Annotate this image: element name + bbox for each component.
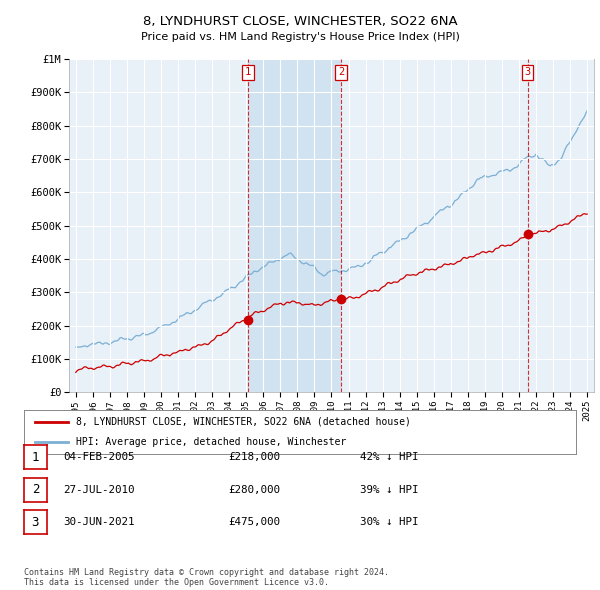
- Text: Contains HM Land Registry data © Crown copyright and database right 2024.
This d: Contains HM Land Registry data © Crown c…: [24, 568, 389, 587]
- Text: 39% ↓ HPI: 39% ↓ HPI: [360, 485, 419, 494]
- Text: 8, LYNDHURST CLOSE, WINCHESTER, SO22 6NA: 8, LYNDHURST CLOSE, WINCHESTER, SO22 6NA: [143, 15, 457, 28]
- Text: 3: 3: [524, 67, 530, 77]
- Text: £280,000: £280,000: [228, 485, 280, 494]
- Text: 2: 2: [338, 67, 344, 77]
- Text: £475,000: £475,000: [228, 517, 280, 527]
- Text: 1: 1: [245, 67, 251, 77]
- Text: HPI: Average price, detached house, Winchester: HPI: Average price, detached house, Winc…: [76, 437, 347, 447]
- Text: Price paid vs. HM Land Registry's House Price Index (HPI): Price paid vs. HM Land Registry's House …: [140, 32, 460, 42]
- Text: 1: 1: [32, 451, 39, 464]
- Text: 04-FEB-2005: 04-FEB-2005: [63, 453, 134, 462]
- Text: 8, LYNDHURST CLOSE, WINCHESTER, SO22 6NA (detached house): 8, LYNDHURST CLOSE, WINCHESTER, SO22 6NA…: [76, 417, 412, 427]
- Text: 2: 2: [32, 483, 39, 496]
- Text: 30-JUN-2021: 30-JUN-2021: [63, 517, 134, 527]
- Text: 30% ↓ HPI: 30% ↓ HPI: [360, 517, 419, 527]
- Text: 42% ↓ HPI: 42% ↓ HPI: [360, 453, 419, 462]
- Text: 3: 3: [32, 516, 39, 529]
- Bar: [248, 59, 341, 392]
- Text: 27-JUL-2010: 27-JUL-2010: [63, 485, 134, 494]
- Text: £218,000: £218,000: [228, 453, 280, 462]
